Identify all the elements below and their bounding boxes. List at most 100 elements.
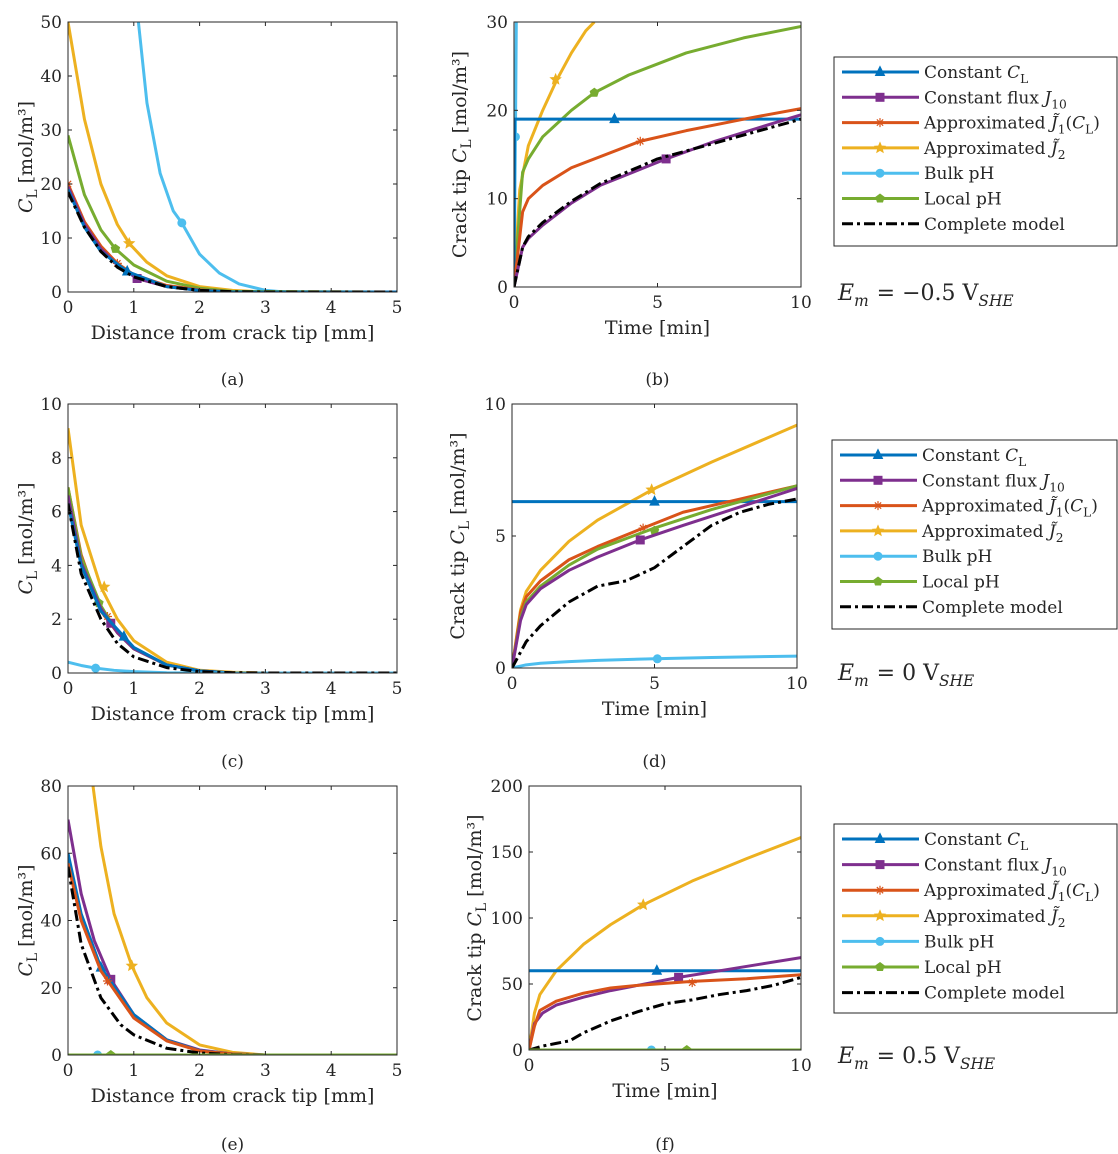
- series-line-complete: [529, 975, 801, 1050]
- x-tick-label: 5: [392, 1061, 403, 1081]
- data-point-local_ph: [110, 243, 121, 253]
- legend-marker-constant_flux: [873, 475, 883, 485]
- y-axis-label: CL [mol/m³]: [15, 101, 41, 213]
- subfigure-label: (f): [655, 1135, 675, 1154]
- data-point-bulk_ph: [652, 654, 662, 664]
- series-line-constant_flux: [512, 487, 797, 668]
- y-tick-label: 6: [51, 503, 62, 523]
- legend-label-complete: Complete model: [924, 984, 1065, 1004]
- x-axis-label: Time [min]: [602, 698, 707, 720]
- subfigure-label: (e): [221, 1135, 244, 1154]
- x-tick-label: 4: [326, 298, 337, 318]
- plot-area: [514, 22, 801, 287]
- y-tick-label: 50: [501, 975, 523, 995]
- x-tick-label: 1: [128, 298, 139, 318]
- legend-marker-constant_flux: [875, 92, 885, 102]
- y-tick-label: 40: [40, 912, 62, 932]
- series-line-local_ph: [514, 24, 801, 287]
- y-tick-label: 20: [486, 101, 508, 121]
- x-tick-label: 0: [524, 1056, 535, 1076]
- series-line-approx_j1: [514, 107, 801, 287]
- y-tick-label: 150: [491, 843, 523, 863]
- legend-marker-bulk_ph: [873, 551, 883, 561]
- y-tick-label: 0: [512, 1041, 523, 1061]
- data-point-approx_j2: [125, 959, 139, 972]
- y-axis-label: Crack tip CL [mol/m³]: [449, 51, 475, 258]
- potential-label: Em = 0.5 VSHE: [837, 1044, 995, 1073]
- data-point-local_ph: [589, 87, 600, 97]
- series-line-complete: [514, 117, 801, 287]
- y-tick-label: 80: [40, 777, 62, 797]
- data-point-bulk_ph: [91, 663, 101, 673]
- y-tick-label: 4: [51, 556, 62, 576]
- y-tick-label: 0: [51, 664, 62, 684]
- x-axis-label: Distance from crack tip [mm]: [91, 1085, 375, 1107]
- data-point-constant_cl: [649, 495, 660, 506]
- legend-marker-bulk_ph: [875, 936, 885, 946]
- panel-b: 0 5 10 0 10 20 30 Time [min] Crack tip CL [mol/m…: [449, 13, 812, 390]
- x-axis-label: Time [min]: [612, 1080, 717, 1102]
- y-tick-label: 8: [51, 449, 62, 469]
- data-point-approx_j2: [549, 72, 562, 85]
- legend-marker-approx_j1: [873, 501, 883, 511]
- y-tick-label: 40: [40, 67, 62, 87]
- legend-label-local_ph: Local pH: [924, 958, 1002, 978]
- data-point-constant_flux: [674, 972, 684, 982]
- legend-marker-local_ph: [875, 962, 885, 972]
- x-tick-label: 4: [326, 679, 337, 699]
- data-point-approx_j1: [687, 978, 697, 988]
- legend-marker-approx_j2: [873, 909, 887, 922]
- y-axis-label: CL [mol/m³]: [15, 864, 41, 976]
- y-axis-label: Crack tip CL [mol/m³]: [464, 814, 490, 1021]
- subfigure-label: (d): [642, 752, 666, 772]
- y-tick-label: 0: [51, 283, 62, 303]
- x-tick-label: 10: [790, 1056, 812, 1076]
- series-group: [529, 836, 801, 1050]
- panel-d: 0 5 10 0 5 10 Time [min] Crack tip CL [mol/m³] (…: [447, 395, 808, 772]
- x-tick-label: 10: [790, 293, 812, 313]
- legend-label-approx_j1: Approximated J̃1(CL): [923, 881, 1100, 904]
- legend-marker-constant_cl: [874, 65, 886, 76]
- data-point-approx_j2: [637, 898, 650, 911]
- x-tick-label: 0: [63, 298, 74, 318]
- legend-label-constant_flux: Constant flux J10: [924, 88, 1067, 111]
- y-axis-label: Crack tip CL [mol/m³]: [447, 432, 473, 639]
- x-tick-label: 0: [63, 1061, 74, 1081]
- legend-label-constant_flux: Constant flux J10: [922, 471, 1065, 494]
- y-tick-label: 60: [40, 844, 62, 864]
- legend-label-bulk_ph: Bulk pH: [922, 547, 992, 567]
- data-point-constant_cl: [118, 630, 130, 641]
- data-point-approx_j1: [102, 976, 112, 986]
- data-point-constant_flux: [661, 154, 671, 164]
- x-tick-label: 1: [128, 679, 139, 699]
- plot-area: [68, 22, 397, 292]
- legend-marker-approx_j1: [875, 118, 885, 128]
- legend-marker-approx_j2: [871, 524, 885, 537]
- y-tick-label: 0: [51, 1046, 62, 1066]
- series-line-approx_j1: [529, 973, 801, 1050]
- legend-label-bulk_ph: Bulk pH: [924, 164, 994, 184]
- panel-c: 0 1 2 3 4 5 0 2 4 6 8 10 Distance from crack tip [mm…: [15, 395, 402, 772]
- x-tick-label: 3: [260, 298, 271, 318]
- y-tick-label: 10: [484, 395, 506, 415]
- legend-marker-constant_cl: [874, 832, 886, 843]
- x-tick-label: 2: [194, 298, 205, 318]
- y-tick-label: 30: [40, 121, 62, 141]
- subfigure-label: (a): [221, 370, 244, 390]
- x-tick-label: 0: [63, 679, 74, 699]
- legend-marker-approx_j2: [873, 141, 887, 154]
- y-tick-label: 2: [51, 610, 62, 630]
- x-tick-label: 10: [786, 674, 808, 694]
- y-tick-label: 20: [40, 979, 62, 999]
- y-tick-label: 10: [40, 229, 62, 249]
- x-axis-label: Distance from crack tip [mm]: [91, 703, 375, 725]
- data-point-approx_j2: [97, 580, 111, 593]
- subfigure-label: (c): [221, 752, 244, 772]
- y-tick-label: 10: [486, 190, 508, 210]
- axes-box: [67, 403, 398, 674]
- x-tick-label: 5: [652, 293, 663, 313]
- data-point-constant_cl: [651, 964, 663, 975]
- legend-label-constant_flux: Constant flux J10: [924, 856, 1067, 879]
